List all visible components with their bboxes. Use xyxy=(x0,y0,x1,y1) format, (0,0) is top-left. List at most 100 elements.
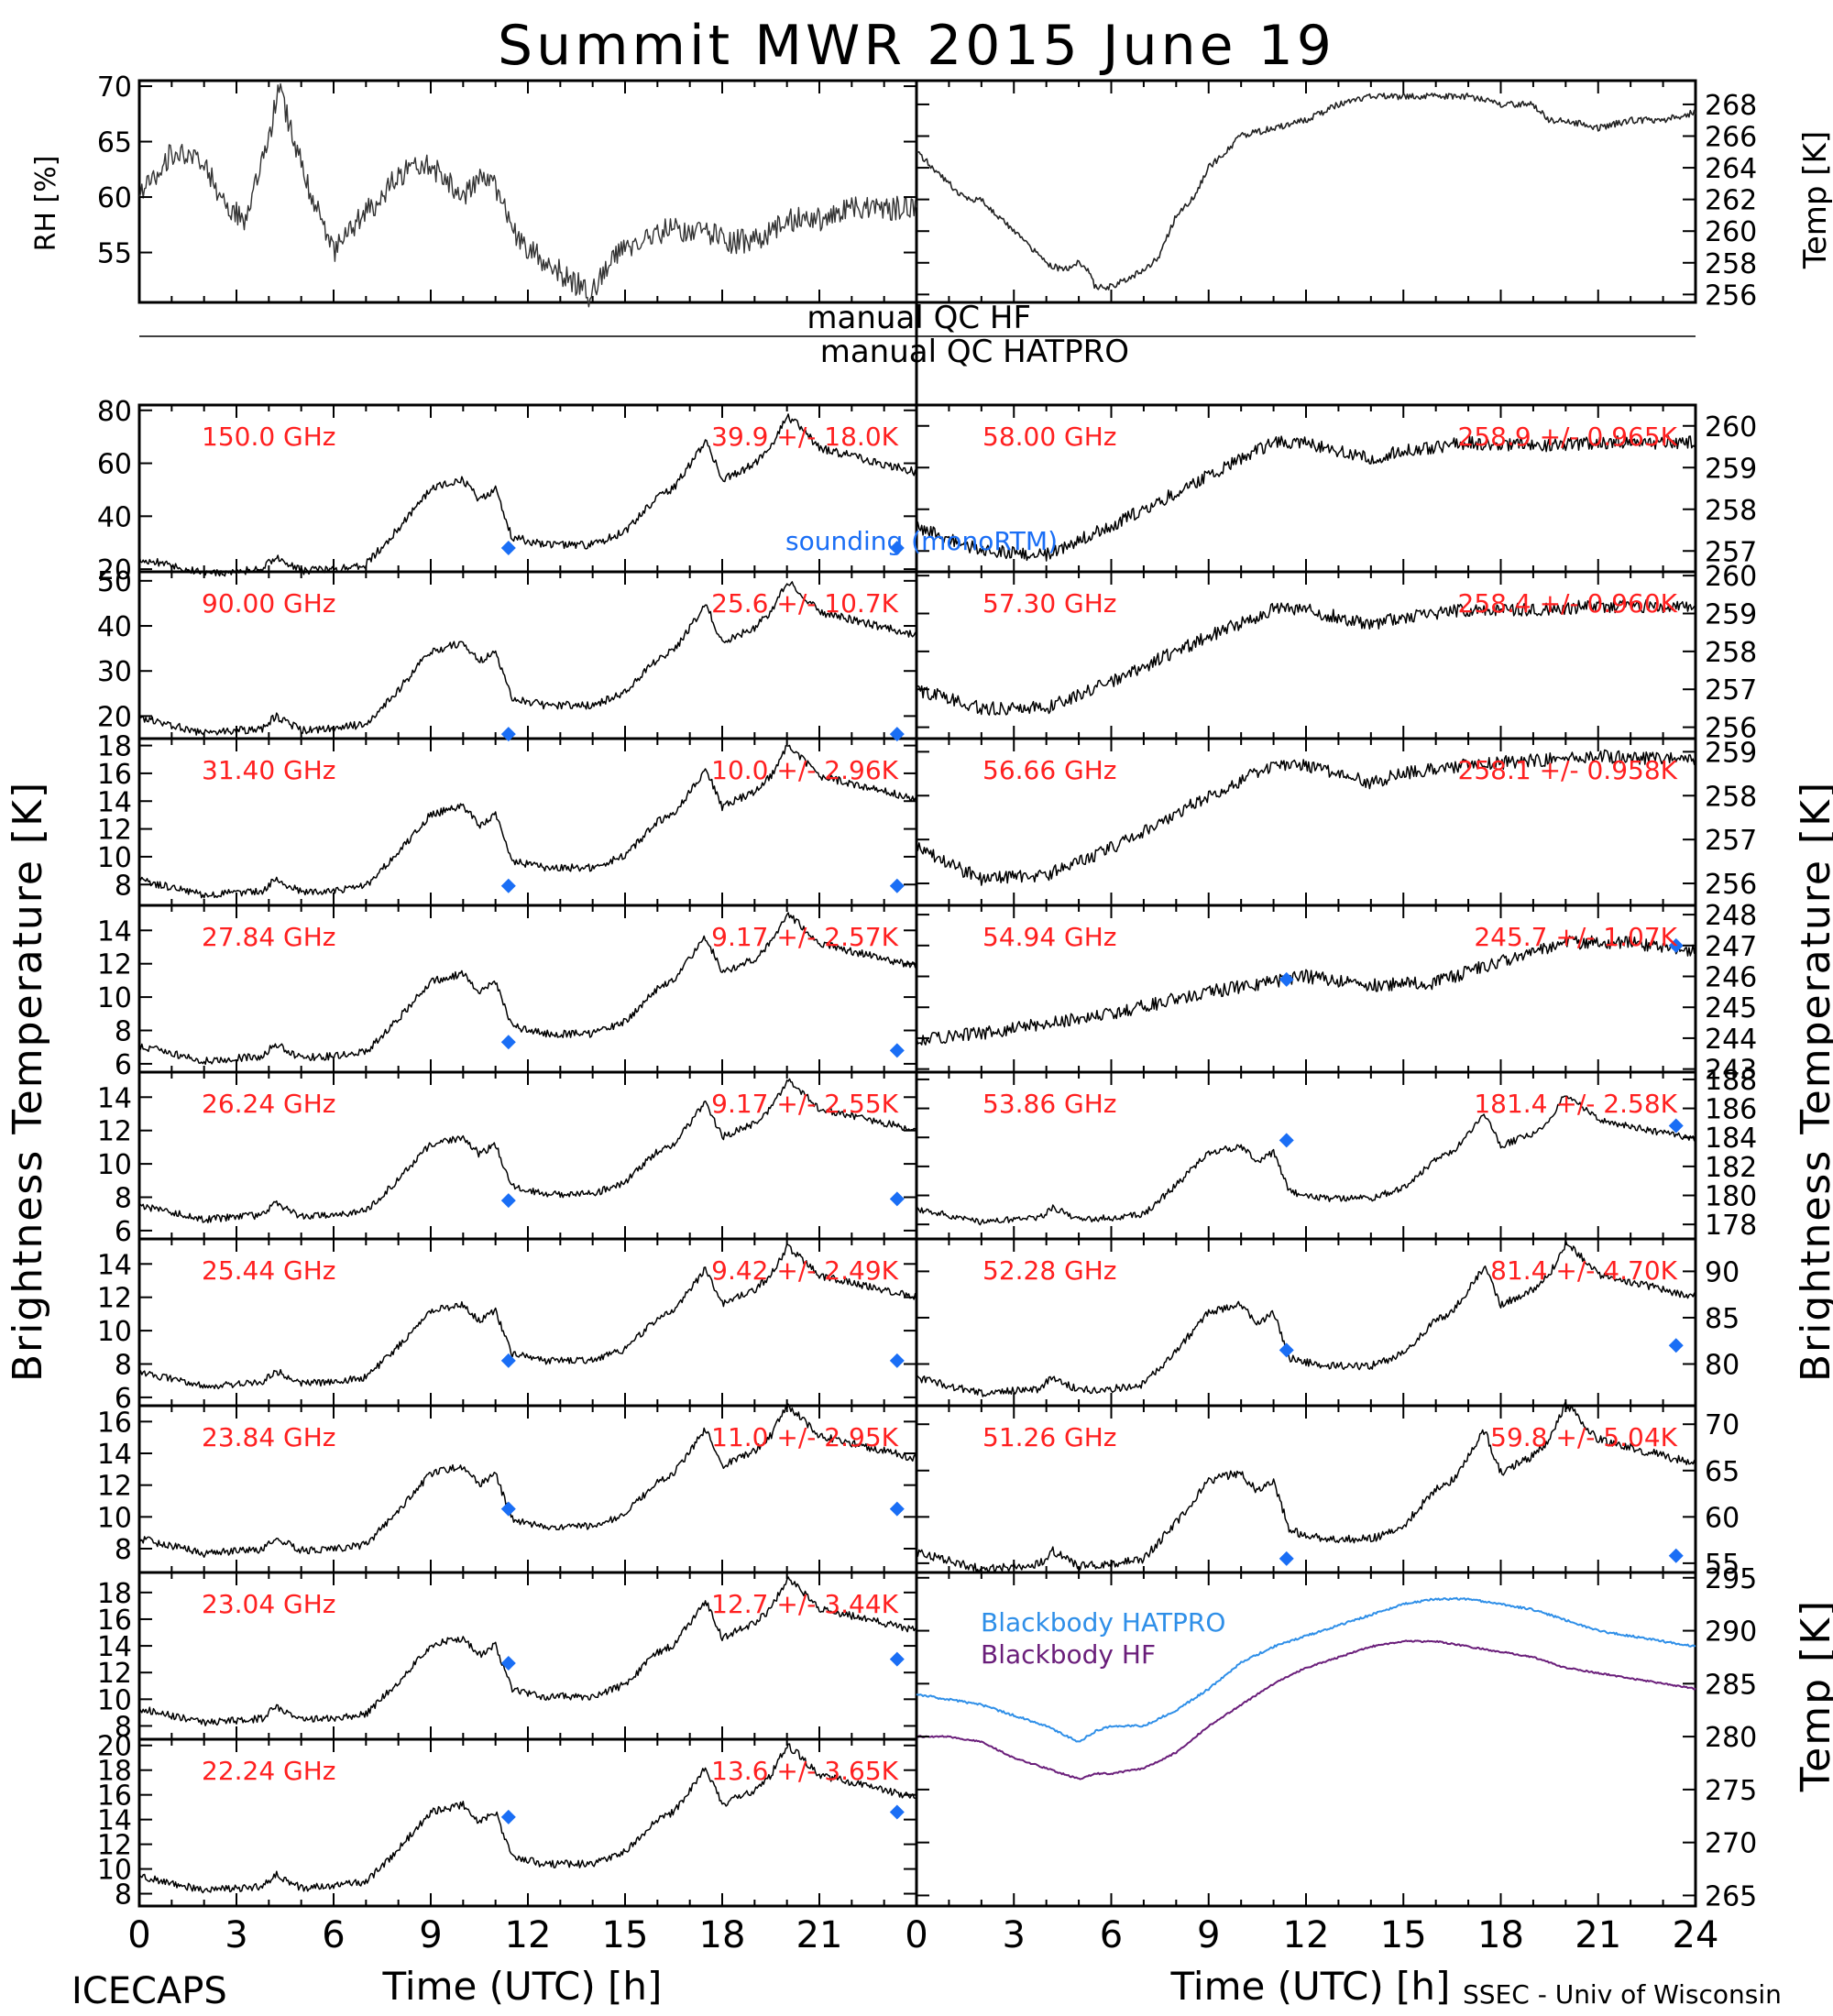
hatpro-channel-trace xyxy=(916,749,1696,886)
hf-sounding-marker xyxy=(889,1353,905,1368)
hf-ytick-label: 10 xyxy=(97,842,132,874)
qc-hf-label: manual QC HF xyxy=(807,300,1031,336)
hf-ytick-label: 12 xyxy=(97,1471,132,1503)
hatpro-ytick-label: 260 xyxy=(1705,411,1757,444)
hatpro-sounding-marker xyxy=(1668,1548,1684,1563)
x-tick-label-left: 0 xyxy=(127,1914,150,1956)
blackbody-ytick-label: 290 xyxy=(1705,1616,1757,1649)
hf-channel-trace xyxy=(138,1576,917,1726)
hatpro-channel-frequency: 56.66 GHz xyxy=(982,755,1117,785)
hf-channel-trace xyxy=(138,581,917,736)
temp-ytick-label: 266 xyxy=(1705,122,1757,154)
hatpro-sounding-marker xyxy=(1279,1342,1294,1358)
hf-channel-stats: 9.42 +/- 2.49K xyxy=(711,1255,898,1286)
footer-icecaps: ICECAPS xyxy=(71,1970,227,2012)
temp-trace xyxy=(916,93,1696,290)
sounding-markers xyxy=(500,541,1684,1824)
hf-channel-frequency: 31.40 GHz xyxy=(202,755,336,785)
hf-sounding-marker xyxy=(500,1656,516,1671)
hf-channel-stats: 12.7 +/- 3.44K xyxy=(711,1589,898,1619)
hf-ytick-label: 16 xyxy=(97,759,132,791)
hatpro-ytick-label: 80 xyxy=(1705,1350,1740,1382)
hf-ytick-label: 18 xyxy=(97,731,132,763)
hf-ytick-label: 10 xyxy=(97,982,132,1014)
x-tick-label-left: 6 xyxy=(322,1914,345,1956)
right-y-axis-label: Brightness Temperature [K] xyxy=(1793,781,1833,1382)
hf-sounding-marker xyxy=(500,1193,516,1209)
hf-ytick-label: 20 xyxy=(97,1731,132,1763)
hf-ytick-label: 6 xyxy=(115,1216,132,1248)
x-axis-label-left: Time (UTC) [h] xyxy=(382,1964,663,2009)
hatpro-ytick-label: 259 xyxy=(1705,599,1757,631)
temp-panel xyxy=(915,79,1697,304)
hf-ytick-label: 8 xyxy=(115,1534,132,1566)
hatpro-ytick-label: 259 xyxy=(1705,737,1757,769)
hf-ytick-label: 14 xyxy=(97,1631,132,1663)
hatpro-channel-frequency: 57.30 GHz xyxy=(982,588,1117,619)
x-tick-label-left: 9 xyxy=(419,1914,442,1956)
blackbody-ytick-label: 275 xyxy=(1705,1775,1757,1807)
hf-channel-stats: 13.6 +/- 3.65K xyxy=(711,1756,898,1786)
hf-sounding-marker xyxy=(889,1043,905,1058)
hf-channel-frequency: 26.24 GHz xyxy=(202,1089,336,1119)
rh-ytick-label: 55 xyxy=(97,238,132,270)
hatpro-ytick-label: 260 xyxy=(1705,561,1757,593)
hf-sounding-marker xyxy=(500,878,516,893)
hatpro-ytick-label: 247 xyxy=(1705,931,1757,963)
hf-sounding-marker xyxy=(889,1191,905,1207)
blackbody-ytick-label: 280 xyxy=(1705,1722,1757,1754)
hf-sounding-marker xyxy=(889,878,905,893)
hatpro-channel-trace xyxy=(916,598,1696,716)
hf-sounding-marker xyxy=(889,541,905,555)
hf-channel-frequency: 22.24 GHz xyxy=(202,1756,336,1786)
hf-ytick-label: 20 xyxy=(97,554,132,586)
hf-sounding-marker xyxy=(889,1501,905,1517)
temp-ytick-label: 256 xyxy=(1705,279,1757,312)
blackbody-ytick-label: 285 xyxy=(1705,1669,1757,1701)
hf-ytick-label: 12 xyxy=(97,1830,132,1862)
hatpro-channel-stats: 258.1 +/- 0.958K xyxy=(1458,755,1678,785)
hf-ytick-label: 14 xyxy=(97,1805,132,1837)
temp-ytick-label: 262 xyxy=(1705,185,1757,217)
hf-channel-frequency: 150.0 GHz xyxy=(202,422,336,452)
hatpro-channel-stats: 181.4 +/- 2.58K xyxy=(1474,1089,1677,1119)
legend-sounding: sounding (monoRTM) xyxy=(785,526,1058,556)
hf-channel-frequency: 23.84 GHz xyxy=(202,1422,336,1452)
x-tick-label-right: 18 xyxy=(1477,1914,1524,1956)
hf-ytick-label: 14 xyxy=(97,1249,132,1281)
x-tick-label-right: 0 xyxy=(905,1914,927,1956)
hf-ytick-label: 12 xyxy=(97,1658,132,1690)
hf-ytick-label: 8 xyxy=(115,1879,132,1912)
chart-title: Summit MWR 2015 June 19 xyxy=(498,14,1335,78)
hatpro-ytick-label: 70 xyxy=(1705,1409,1740,1441)
hf-ytick-label: 16 xyxy=(97,1407,132,1439)
rh-ytick-label: 65 xyxy=(97,127,132,159)
hatpro-ytick-label: 256 xyxy=(1705,713,1757,745)
hf-ytick-label: 18 xyxy=(97,1756,132,1788)
qc-hatpro-label: manual QC HATPRO xyxy=(820,334,1129,370)
hatpro-channel-trace xyxy=(916,935,1696,1046)
tick-marks xyxy=(138,81,1696,1906)
hatpro-ytick-label: 257 xyxy=(1705,825,1757,857)
panel-labels: 150.0 GHz 39.9 +/- 18.0K 90.00 GHz 25.6 +/-… xyxy=(202,422,1678,1786)
hf-channel-stats: 9.17 +/- 2.55K xyxy=(711,1089,898,1119)
hatpro-ytick-label: 178 xyxy=(1705,1210,1757,1242)
hatpro-ytick-label: 258 xyxy=(1705,637,1757,669)
legend-blackbody-hatpro: Blackbody HATPRO xyxy=(981,1607,1225,1638)
hf-ytick-label: 14 xyxy=(97,915,132,948)
hatpro-ytick-label: 90 xyxy=(1705,1256,1740,1288)
x-tick-label-right: 9 xyxy=(1197,1914,1220,1956)
hatpro-sounding-marker xyxy=(1279,1133,1294,1148)
hatpro-sounding-marker xyxy=(1668,937,1684,953)
tick-labels: 5560657025625826026226426626820406080203… xyxy=(97,71,1757,1956)
hf-ytick-label: 10 xyxy=(97,1502,132,1534)
hf-channel-trace xyxy=(138,413,917,577)
hf-channel-trace xyxy=(138,1743,917,1894)
hatpro-channel-frequency: 53.86 GHz xyxy=(982,1089,1117,1119)
hf-ytick-label: 40 xyxy=(97,611,132,643)
hf-channel-frequency: 23.04 GHz xyxy=(202,1589,336,1619)
x-tick-label-left: 12 xyxy=(505,1914,552,1956)
temp-y-axis-label: Temp [K] xyxy=(1797,131,1833,269)
x-tick-label-left: 3 xyxy=(225,1914,247,1956)
hf-channel-frequency: 27.84 GHz xyxy=(202,922,336,952)
